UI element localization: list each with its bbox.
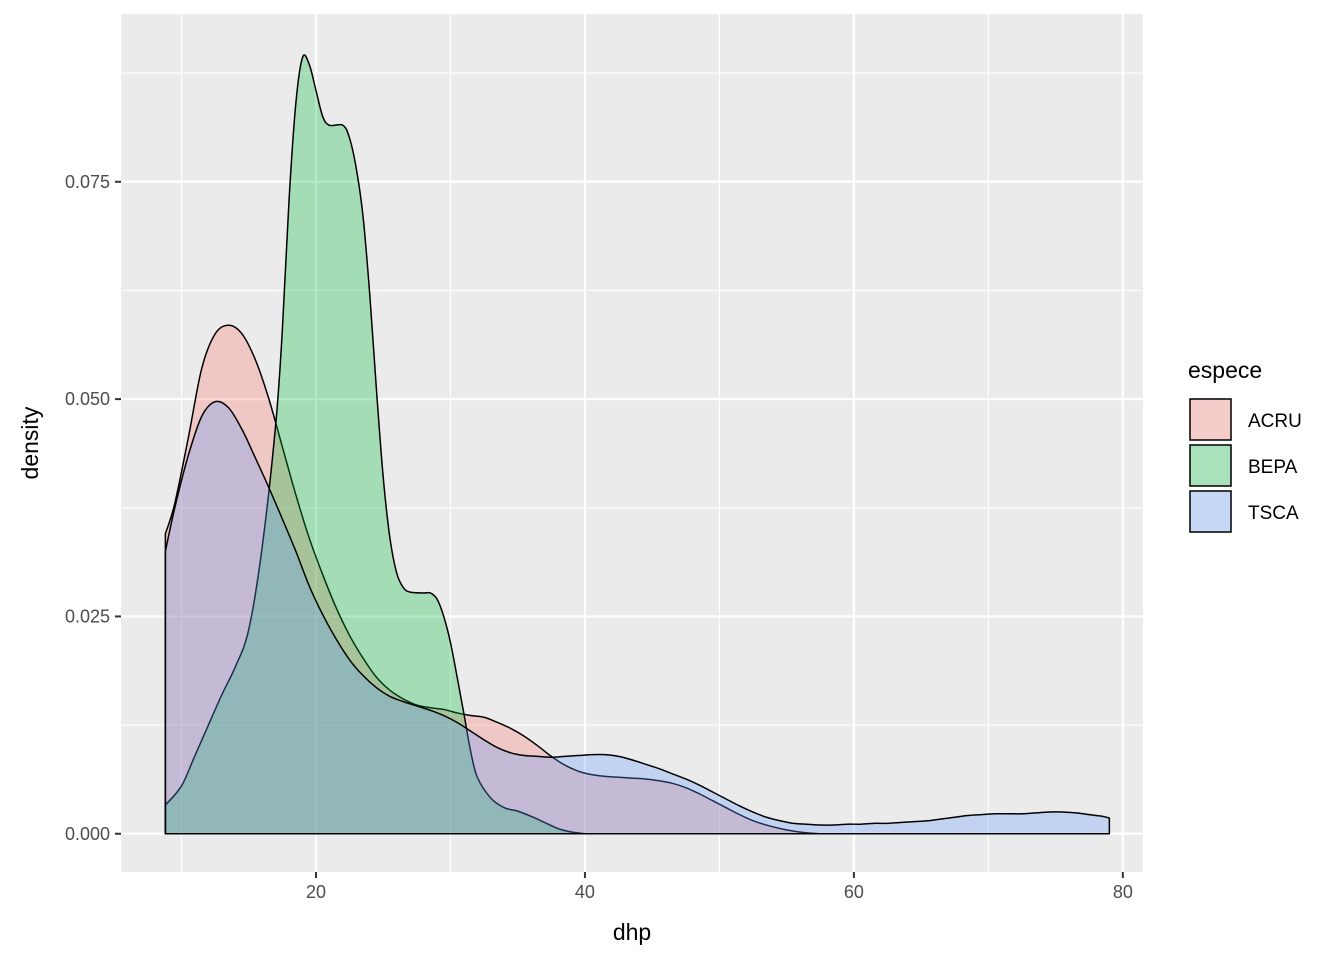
major-gridlines (121, 14, 1143, 872)
x-tick-label: 40 (575, 882, 595, 902)
x-tick-label: 80 (1113, 882, 1133, 902)
y-tick-label: 0.025 (65, 606, 110, 626)
legend-label-bepa: BEPA (1248, 457, 1298, 478)
minor-gridlines (121, 14, 1143, 872)
legend-key-tsca (1189, 490, 1232, 533)
axes: 20 40 60 80 0.000 0.025 0.050 0.075 (65, 172, 1133, 902)
density-area-tsca (164, 400, 1111, 835)
x-tick-label: 60 (844, 882, 864, 902)
legend-key-acru (1189, 398, 1232, 441)
y-tick-label: 0.050 (65, 389, 110, 409)
legend: espece ACRU BEPA TSCA (1188, 357, 1302, 533)
legend-label-tsca: TSCA (1248, 503, 1299, 524)
legend-key-bg (1189, 398, 1232, 441)
x-tick-label: 20 (306, 882, 326, 902)
density-areas (164, 54, 1111, 835)
y-tick-label: 0.075 (65, 172, 110, 192)
y-tick-label: 0.000 (65, 824, 110, 844)
legend-key-bg (1189, 444, 1232, 487)
density-area-acru (164, 324, 822, 835)
legend-key-bepa (1189, 444, 1232, 487)
x-axis-title: dhp (613, 919, 651, 945)
density-area-bepa (164, 54, 586, 835)
legend-key-bg (1189, 490, 1232, 533)
y-axis-title: density (17, 406, 43, 479)
legend-label-acru: ACRU (1248, 411, 1302, 432)
legend-title: espece (1188, 357, 1262, 383)
